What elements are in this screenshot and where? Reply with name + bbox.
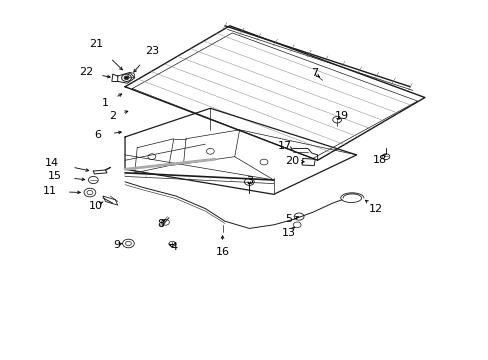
Text: 20: 20 [285,156,299,166]
Text: 8: 8 [157,219,164,229]
Text: 10: 10 [89,201,102,211]
Text: 9: 9 [113,239,120,249]
Text: 2: 2 [109,111,116,121]
Text: 14: 14 [45,158,59,168]
Text: 15: 15 [48,171,62,181]
Text: 3: 3 [245,176,252,186]
Text: 13: 13 [281,228,295,238]
Text: 19: 19 [334,111,348,121]
Text: 16: 16 [215,247,229,257]
Text: 11: 11 [42,186,56,197]
Text: 12: 12 [368,204,383,214]
Text: 18: 18 [372,155,386,165]
Text: 1: 1 [102,98,109,108]
Text: 4: 4 [170,242,177,252]
Text: 5: 5 [285,215,291,224]
Text: 6: 6 [95,130,102,140]
Text: 17: 17 [277,141,291,151]
Text: 21: 21 [88,39,102,49]
Text: 22: 22 [79,67,93,77]
Text: 7: 7 [310,68,317,78]
Text: 23: 23 [144,46,159,56]
Circle shape [124,76,129,80]
